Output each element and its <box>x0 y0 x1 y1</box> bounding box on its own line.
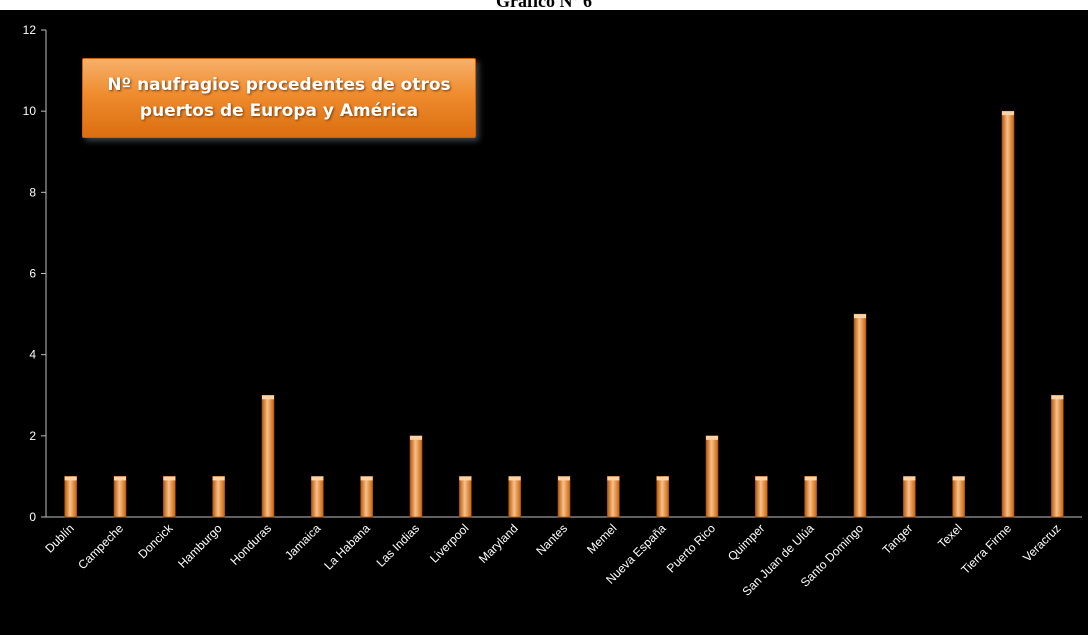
x-tick-label: Maryland <box>476 521 521 566</box>
bar-cap <box>607 476 620 481</box>
bar <box>360 476 373 518</box>
y-tick-label: 10 <box>23 104 37 118</box>
bar <box>409 435 423 518</box>
x-tick-label: Jamaica <box>282 521 324 563</box>
bar-cap <box>1002 111 1014 116</box>
bar-cap <box>854 314 866 319</box>
bar <box>311 476 324 518</box>
x-tick-label: Nantes <box>533 521 570 558</box>
bar <box>903 476 916 518</box>
x-tick-label: Veracruz <box>1020 521 1063 564</box>
bar <box>1001 110 1015 518</box>
bar-cap <box>656 476 669 481</box>
x-tick-label: Hamburgo <box>175 521 225 571</box>
x-tick-label: Liverpool <box>427 521 471 565</box>
bar-cap <box>410 435 422 440</box>
chart-callout: Nº naufragios procedentes de otros puert… <box>82 58 476 138</box>
y-tick-label: 8 <box>29 185 36 199</box>
bar <box>557 476 571 518</box>
x-tick-label: Honduras <box>227 521 274 568</box>
bar <box>212 476 225 518</box>
x-tick-label: Puerto Rico <box>664 521 718 575</box>
bar <box>656 476 669 518</box>
bar-cap <box>755 476 768 481</box>
bar-cap <box>212 476 225 481</box>
bar-cap <box>706 435 718 440</box>
x-tick-label: Memel <box>584 521 619 556</box>
bar <box>459 476 472 518</box>
y-tick-label: 2 <box>29 429 36 443</box>
bar-cap <box>311 476 324 481</box>
bar-cap <box>952 476 965 481</box>
bar-cap <box>804 476 817 481</box>
bar-cap <box>903 476 916 481</box>
bar <box>64 476 77 518</box>
bar <box>1051 394 1064 518</box>
x-tick-label: Campeche <box>75 521 126 572</box>
x-tick-label: La Habana <box>321 521 373 573</box>
bar-cap <box>360 476 373 481</box>
bar <box>804 476 817 518</box>
bar-cap <box>262 395 274 400</box>
bar-cap <box>508 476 521 481</box>
page-heading: Gráfico Nº 6 <box>496 0 592 11</box>
bar <box>853 313 867 518</box>
x-tick-label: Tierra Firme <box>958 521 1014 577</box>
bar-cap <box>114 476 126 481</box>
bar <box>607 476 620 518</box>
y-tick-label: 12 <box>23 23 37 37</box>
bar <box>755 476 768 518</box>
bar <box>705 435 719 518</box>
x-tick-label: Quimper <box>725 521 767 563</box>
bar <box>113 476 127 518</box>
x-tick-label: Las Indias <box>374 521 423 570</box>
bar-cap <box>1051 395 1064 400</box>
y-tick-label: 0 <box>29 510 36 524</box>
chart-frame: 0 2 4 6 8 10 12 Dublín Campeche Doncick Hamburgo Ho… <box>0 10 1088 635</box>
bar <box>261 394 275 518</box>
bar-cap <box>64 476 77 481</box>
x-tick-label: Tanger <box>880 521 916 557</box>
bar <box>163 476 176 518</box>
bar <box>508 476 521 518</box>
bar-cap <box>558 476 570 481</box>
y-tick-label: 6 <box>29 267 36 281</box>
bar-cap <box>459 476 472 481</box>
chart-callout-text: Nº naufragios procedentes de otros puert… <box>107 75 451 121</box>
bar <box>952 476 965 518</box>
bar-cap <box>163 476 176 481</box>
x-tick-label: Doncick <box>135 521 176 562</box>
x-tick-label: Texel <box>935 521 965 551</box>
x-tick-label: Dublín <box>42 521 76 555</box>
y-tick-label: 4 <box>29 348 36 362</box>
